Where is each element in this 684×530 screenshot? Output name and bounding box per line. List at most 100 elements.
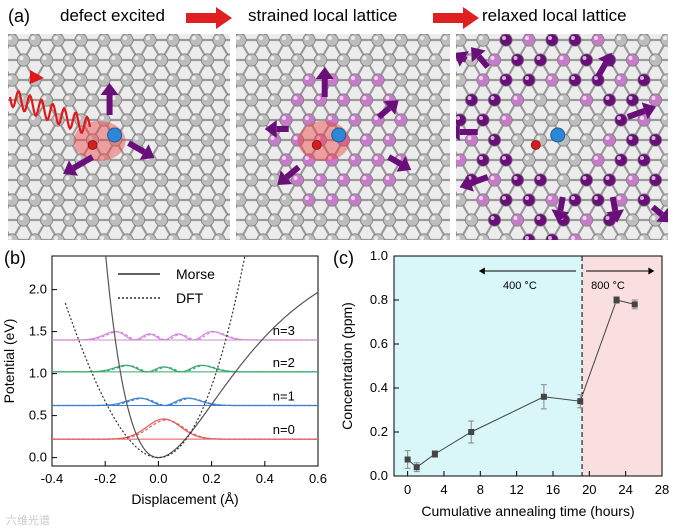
atom-highlight [236,196,240,200]
lattice-atom [154,213,169,227]
atom-highlight [42,216,47,220]
atom-highlight [236,36,240,40]
atom-highlight [490,136,495,140]
atom-highlight [270,56,275,60]
atom-highlight [65,96,70,100]
atom-highlight [54,156,58,160]
lattice-atom [371,153,385,167]
atom-highlight [236,156,240,160]
strain-arrow-shaft [595,61,609,79]
atom-highlight [111,56,116,60]
atom-highlight [328,236,332,240]
atom-highlight [8,196,12,200]
lattice-atom [556,53,571,67]
lattice-atom [591,193,605,207]
lattice-atom [545,113,559,127]
atom-highlight [282,196,286,200]
atom-highlight [617,236,621,240]
chart-c-concentration: 400 °C 800 °C 0 4 8 12 16 20 24 28 0.0 0.2 0.4 0.6 0.8… [339,248,669,519]
data-point [540,393,547,400]
legend-label-dft: DFT [176,290,204,306]
atom-highlight [192,196,196,200]
lattice-atom [97,193,111,207]
lattice-atom [39,173,54,187]
atom-highlight [328,116,332,120]
atom-highlight [374,36,378,40]
lattice-atom [244,133,259,147]
data-point [468,429,475,435]
lattice-atom [325,34,339,47]
strain-arrow-icon [459,174,474,192]
lattice-atom [39,53,54,67]
atom-highlight [123,196,127,200]
atom-highlight [146,196,150,200]
lattice-atom [189,193,203,207]
atom-highlight [651,56,656,60]
lattice-atom [417,113,431,127]
lattice-atom [545,153,559,167]
atom-highlight [339,56,344,60]
atom-highlight [134,216,139,220]
atom-highlight [640,236,644,240]
atom-highlight [456,236,460,240]
atom-highlight [169,236,173,240]
atom-highlight [169,196,173,200]
lattice-atom [62,53,77,67]
atom-highlight [351,196,355,200]
atom-highlight [525,236,529,240]
atom-highlight [628,136,633,140]
lattice-atom [212,73,226,87]
region-400-arrowhead-icon [478,267,485,275]
lattice-atom [267,213,282,227]
lattice-atom [637,73,651,87]
y-tick-label-b: 0.5 [29,408,47,423]
title-relaxed-lattice: relaxed local lattice [482,6,627,25]
lattice-atom [510,173,525,187]
atom-highlight [77,36,81,40]
atom-highlight [282,236,286,240]
lattice-atom [487,173,502,187]
lattice-atom [487,213,502,227]
lattice-atom [51,153,65,167]
x-tick-label-c: 4 [440,482,447,497]
lattice-atom [39,133,54,147]
lattice-atom [256,34,270,47]
atom-highlight [316,176,321,180]
photon-arrow-icon [30,70,44,84]
x-tick-label-b: 0.6 [309,471,327,486]
atom-highlight [77,76,81,80]
atom-highlight [157,216,162,220]
atom-highlight [100,196,104,200]
lattice-atom [394,73,408,87]
atom-highlight [571,36,575,40]
lattice-atom [625,53,640,67]
atom-highlight [293,216,298,220]
lattice-atom [244,93,259,107]
lattice-atom [405,93,420,107]
lattice-atom [533,173,548,187]
legend-label-morse: Morse [176,266,215,282]
atom-highlight [420,76,424,80]
x-tick-label-b: 0.4 [256,471,274,486]
atom-highlight [180,136,185,140]
title-defect-excited: defect excited [60,6,165,25]
atom-highlight [134,56,139,60]
atom-highlight [54,76,58,80]
strain-arrow-shaft [387,154,403,167]
lattice-atom [579,53,594,67]
atom-highlight [502,36,506,40]
atom-highlight [19,176,24,180]
x-tick-label-c: 8 [477,482,484,497]
lattice-atom [325,193,339,207]
atom-highlight [502,76,506,80]
wavefunction-n3 [52,330,318,341]
atom-highlight [525,156,529,160]
x-tick-label-c: 16 [546,482,560,497]
atom-highlight [180,56,185,60]
lattice-atom [143,113,157,127]
lattice-atom [120,113,134,127]
atom-highlight [192,76,196,80]
atom-highlight [571,236,575,240]
atom-highlight [339,96,344,100]
atom-highlight [31,196,35,200]
